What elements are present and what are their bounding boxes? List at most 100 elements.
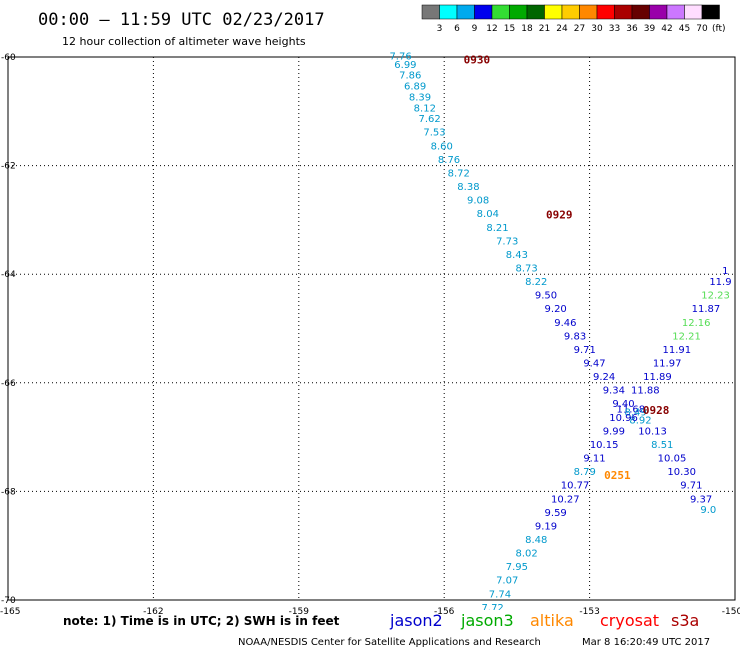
footer-note: note: 1) Time is in UTC; 2) SWH is in fe…: [63, 614, 340, 628]
wave-height-label: 8.92: [629, 416, 651, 427]
wave-height-label: 7.76: [389, 52, 411, 63]
colorbar-tick-label: 45: [679, 24, 690, 34]
colorbar-swatch: [526, 4, 545, 20]
colorbar-tick-label: 36: [626, 24, 638, 34]
colorbar-tick-label: 15: [504, 24, 515, 34]
satellite-label-jason3: jason3: [460, 611, 514, 630]
wave-height-label: 9.47: [583, 359, 605, 370]
wave-height-label: 11.87: [692, 304, 721, 315]
plot-area: -165 -162 -159 -156 -153 -150 -60 -62 -64 -66 -68 -…: [0, 52, 740, 617]
wave-height-label: 8.49: [625, 407, 647, 418]
wave-height-label: 11.68: [616, 405, 645, 416]
wave-height-label: 12.23: [701, 291, 730, 302]
pass-time-label: 0928: [643, 404, 670, 417]
wave-height-label: 11.97: [653, 359, 682, 370]
colorbar-swatch: [491, 4, 510, 20]
chart-title: 00:00 – 11:59 UTC 02/23/2017: [38, 10, 325, 30]
wave-height-label: 11.91: [663, 345, 692, 356]
colorbar-tick-label: 9: [472, 24, 478, 34]
chart-subtitle: 12 hour collection of altimeter wave hei…: [62, 35, 306, 48]
wave-height-label: 11.9: [709, 277, 731, 288]
wave-height-label: 9.71: [574, 345, 596, 356]
y-tick-label: -66: [1, 379, 16, 389]
plot-frame: [7, 56, 736, 601]
colorbar-swatch: [684, 4, 703, 20]
colorbar-tick-label: 39: [644, 24, 656, 34]
wave-height-label: 11.88: [631, 386, 660, 397]
x-tick-label: -159: [289, 607, 310, 617]
colorbar-tick-label: 21: [539, 24, 550, 34]
wave-height-label: 7.73: [496, 236, 518, 247]
wave-height-label: 8.21: [486, 223, 508, 234]
wave-height-label: 8.12: [414, 103, 436, 114]
satellite-legend: jason2 jason3 altika cryosat s3a: [389, 611, 699, 630]
colorbar-swatch: [579, 4, 598, 20]
footer-timestamp: Mar 8 16:20:49 UTC 2017: [582, 637, 710, 648]
colorbar-swatch: [544, 4, 563, 20]
colorbar-tick-label: 33: [609, 24, 620, 34]
wave-height-label: 8.76: [438, 155, 460, 166]
satellite-label-altika: altika: [530, 611, 574, 630]
wave-height-label: 7.07: [496, 576, 518, 587]
wave-height-label: 8.43: [506, 250, 528, 261]
wave-height-label: 10.05: [658, 454, 687, 465]
wave-height-label: 8.60: [431, 141, 453, 152]
colorbar-tick-label: 18: [521, 24, 533, 34]
wave-height-label: 12.16: [682, 318, 711, 329]
wave-height-label: 10.13: [638, 426, 667, 437]
wave-height-label: 8.02: [515, 549, 537, 560]
wave-height-label: 7.86: [399, 71, 421, 82]
wave-height-label: 7.72: [482, 603, 504, 614]
x-tick-label: -162: [143, 607, 163, 617]
colorbar-swatch: [631, 4, 650, 20]
wave-height-label: 9.83: [564, 331, 586, 342]
footer-credit: NOAA/NESDIS Center for Satellite Applica…: [238, 637, 541, 648]
wave-height-label: 9.20: [545, 304, 567, 315]
wave-height-label: 9.0: [700, 505, 716, 516]
series-altika: 10.96 9.99 10.15 9.11 8.79 10.77 10.27 9.59 9.19…: [482, 413, 638, 614]
y-tick-label: -64: [1, 270, 16, 280]
wave-height-label: 8.38: [457, 182, 479, 193]
y-tick-label: -68: [1, 487, 16, 497]
wave-height-label: 6.99: [394, 60, 416, 71]
pass-time-label: 0251: [604, 469, 631, 482]
wave-height-label: 9.99: [603, 426, 625, 437]
colorbar-swatch: [614, 4, 633, 20]
wave-height-label: 8.48: [525, 535, 547, 546]
colorbar-unit: (ft): [712, 24, 726, 34]
colorbar-swatch: [509, 4, 528, 20]
pass-time-label: 0930: [464, 54, 491, 67]
x-tick-label: -153: [579, 607, 599, 617]
wave-height-label: 7.74: [489, 589, 511, 600]
pass-time-label: 0929: [546, 208, 573, 221]
wave-height-label: 10.77: [561, 481, 590, 492]
colorbar-legend: 3 6 9 12 15 18 21 24 27 30 33 36 39 42 45 70: [421, 4, 720, 34]
wave-height-label: 8.39: [409, 92, 431, 103]
y-tick-label: -62: [1, 162, 16, 172]
colorbar-swatch: [456, 4, 475, 20]
colorbar-swatch: [439, 4, 458, 20]
wave-height-label: 9.08: [467, 196, 489, 207]
colorbar-swatch: [701, 4, 720, 20]
wave-height-label: 7.62: [419, 114, 441, 125]
colorbar-swatch: [421, 4, 440, 20]
wave-height-label: 9.50: [535, 291, 557, 302]
x-tick-label: -165: [0, 607, 20, 617]
colorbar-swatch: [561, 4, 580, 20]
wave-height-label: 9.19: [535, 521, 557, 532]
colorbar-swatch: [666, 4, 685, 20]
wave-height-label: 9.24: [593, 372, 615, 383]
colorbar-swatch: [649, 4, 668, 20]
colorbar-tick-label: 30: [591, 24, 603, 34]
wave-height-label: 10.30: [667, 467, 696, 478]
wave-height-label: 9.40: [612, 399, 634, 410]
wave-height-label: 9.46: [554, 318, 576, 329]
colorbar-swatch: [596, 4, 615, 20]
wave-height-label: 10.15: [590, 440, 619, 451]
colorbar-tick-label: 42: [661, 24, 672, 34]
wave-height-label: 10.96: [609, 413, 638, 424]
wave-height-label: 7.95: [506, 562, 528, 573]
wave-height-label: 9.37: [690, 494, 712, 505]
wave-height-label: 7.53: [423, 128, 445, 139]
